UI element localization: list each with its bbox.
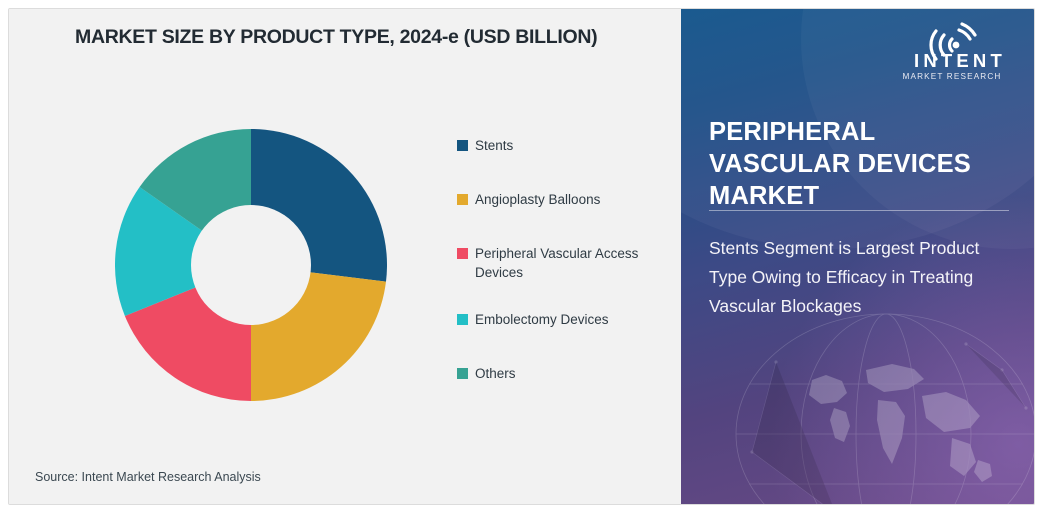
legend-swatch-icon xyxy=(457,248,468,259)
legend-swatch-icon xyxy=(457,314,468,325)
world-map-graphic xyxy=(735,313,1034,504)
page-title: MARKET SIZE BY PRODUCT TYPE, 2024-e (USD… xyxy=(75,26,598,48)
donut-chart-svg xyxy=(115,129,387,401)
legend-item-angioplasty-balloons[interactable]: Angioplasty Balloons xyxy=(457,190,667,209)
infographic-card: MARKET SIZE BY PRODUCT TYPE, 2024-e (USD… xyxy=(8,8,1035,505)
legend-label: Peripheral Vascular Access Devices xyxy=(475,246,639,280)
donut-chart xyxy=(115,129,387,401)
brand-logo-name: INTENT xyxy=(913,50,1006,71)
legend-swatch-icon xyxy=(457,194,468,205)
legend-item-others[interactable]: Others xyxy=(457,364,667,383)
brand-panel: INTENT MARKET RESEARCH PERIPHERAL VASCUL… xyxy=(681,9,1034,504)
legend-item-embolectomy-devices[interactable]: Embolectomy Devices xyxy=(457,310,667,329)
chart-legend: Stents Angioplasty Balloons Peripheral V… xyxy=(457,136,667,418)
signal-waves-icon xyxy=(929,22,977,61)
decorative-arc xyxy=(681,9,1034,249)
donut-hole xyxy=(191,205,311,325)
legend-item-peripheral-vascular-access-devices[interactable]: Peripheral Vascular Access Devices xyxy=(457,244,667,282)
legend-label: Angioplasty Balloons xyxy=(475,192,601,207)
brand-subheading: Stents Segment is Largest Product Type O… xyxy=(709,238,980,316)
legend-label: Stents xyxy=(475,138,514,153)
brand-logo-subtitle: MARKET RESEARCH xyxy=(902,72,1002,81)
brand-divider xyxy=(709,210,1009,211)
chart-panel: MARKET SIZE BY PRODUCT TYPE, 2024-e (USD… xyxy=(9,9,681,504)
legend-swatch-icon xyxy=(457,368,468,379)
legend-item-stents[interactable]: Stents xyxy=(457,136,667,155)
legend-swatch-icon xyxy=(457,140,468,151)
brand-heading: PERIPHERAL VASCULAR DEVICES MARKET xyxy=(709,118,972,210)
brand-logo: INTENT MARKET RESEARCH xyxy=(892,21,1012,81)
donut-slice[interactable] xyxy=(115,186,251,316)
legend-label: Embolectomy Devices xyxy=(475,312,609,327)
legend-label: Others xyxy=(475,366,516,381)
source-note: Source: Intent Market Research Analysis xyxy=(35,470,261,484)
